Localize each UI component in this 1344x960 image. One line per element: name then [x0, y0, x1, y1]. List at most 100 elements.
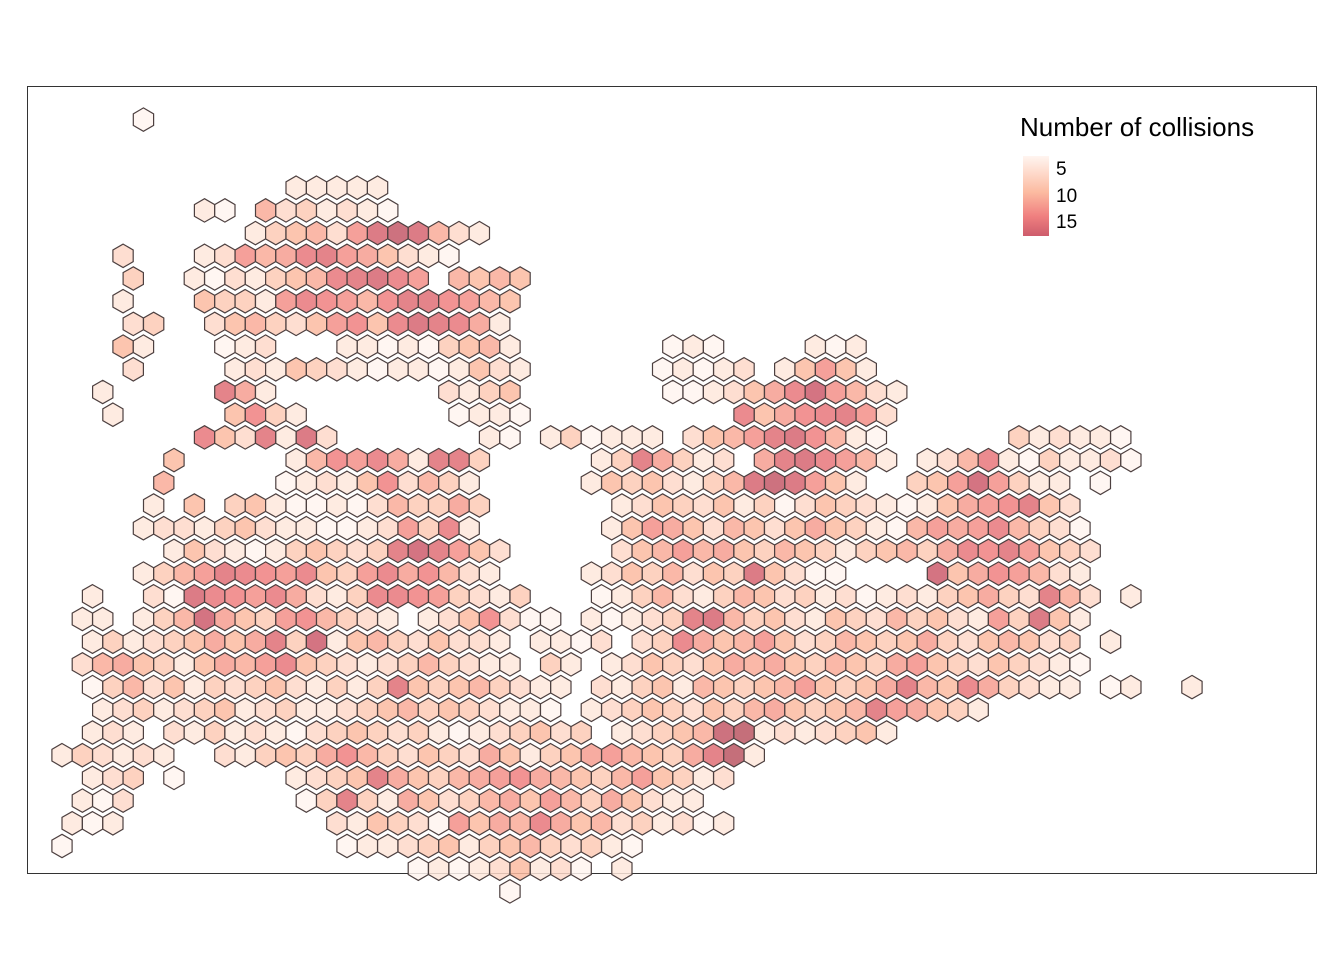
hex-cell [468, 447, 491, 473]
hex-cell [397, 243, 419, 269]
hex-cell [723, 379, 745, 405]
hex-cell [254, 334, 277, 359]
hex-cell [916, 538, 939, 564]
hex-cell [132, 742, 155, 768]
hex-cell [234, 652, 256, 677]
hex-cell [835, 447, 857, 473]
hex-cell [743, 470, 766, 496]
hex-cell [478, 561, 501, 586]
hex-cell [285, 765, 307, 791]
hex-cell [112, 243, 134, 269]
hex-cell [489, 402, 511, 428]
hex-cell [682, 334, 704, 359]
hex-cell [173, 606, 195, 632]
hex-cell [662, 470, 684, 496]
hex-cell [91, 697, 114, 723]
hex-cell [621, 742, 643, 768]
hex-cell [295, 788, 318, 813]
hex-cell [427, 674, 450, 700]
hex-cell [102, 720, 124, 745]
hex-cell [214, 425, 236, 450]
hex-cell [122, 629, 144, 655]
hex-cell [478, 606, 501, 632]
hex-cell [336, 561, 358, 586]
hex-cell [377, 788, 399, 813]
hex-cell [784, 425, 806, 450]
hex-cell [183, 674, 206, 700]
hex-cell [1069, 606, 1091, 632]
hex-cell [346, 720, 368, 745]
hex-cell [641, 470, 664, 496]
hex-cell [458, 561, 480, 586]
hex-cell [214, 379, 236, 405]
hex-cell [81, 629, 104, 655]
hex-cell [926, 470, 949, 496]
hex-cell [1048, 561, 1071, 586]
hex-cell [448, 674, 470, 700]
hex-cell [509, 674, 531, 700]
hex-cell [723, 470, 745, 496]
hex-cell [570, 720, 592, 745]
hex-cell [265, 266, 287, 291]
hex-cell [204, 629, 226, 655]
hex-cell [183, 720, 206, 745]
hex-cell [550, 629, 572, 655]
hex-cell [346, 493, 368, 518]
hex-cell [519, 742, 542, 768]
hex-cell [539, 788, 562, 813]
hex-cell [682, 470, 704, 496]
hex-cell [682, 788, 704, 813]
hex-cell [91, 606, 114, 632]
hex-cell [438, 742, 460, 768]
hex-cell [132, 606, 155, 632]
hex-cell [743, 379, 766, 405]
hex-cell [672, 538, 694, 564]
hex-cell [458, 606, 480, 632]
hex-cell [784, 379, 806, 405]
hex-cell [153, 470, 175, 496]
hex-cell [662, 561, 684, 586]
hex-cell [712, 583, 735, 609]
hex-cell [407, 810, 429, 836]
hex-cell [489, 311, 511, 337]
hex-cell [957, 629, 979, 655]
hex-cell [295, 515, 318, 541]
hex-cell [804, 379, 827, 405]
hex-cell [305, 493, 328, 518]
hex-cell [1099, 447, 1122, 473]
hex-cell [1109, 425, 1132, 450]
hex-cell [539, 742, 562, 768]
hex-cell [672, 629, 694, 655]
hex-cell [305, 356, 328, 382]
hex-cell [377, 515, 399, 541]
hex-cell [71, 742, 94, 768]
hex-cell [509, 856, 531, 882]
hex-cell [417, 606, 440, 632]
hex-cell [743, 606, 766, 632]
hex-cell [427, 493, 450, 518]
hex-cell [600, 697, 623, 723]
hex-cell [427, 220, 450, 246]
hex-cell [753, 583, 776, 609]
hex-cell [305, 720, 328, 745]
hex-cell [1059, 629, 1081, 655]
hex-cell [387, 447, 409, 473]
hex-cell [295, 742, 318, 768]
hex-cell [906, 697, 928, 723]
hex-cell [926, 697, 949, 723]
hex-cell [682, 606, 704, 632]
hex-cell [346, 311, 368, 337]
hex-cell [763, 425, 786, 450]
hex-cell [81, 583, 104, 609]
hex-cell [91, 652, 114, 677]
hex-cell [590, 629, 613, 655]
hex-cell [356, 198, 379, 223]
hex-cell [651, 765, 674, 791]
hex-cell [621, 425, 643, 450]
hex-cell [397, 515, 419, 541]
hex-cell [387, 538, 409, 564]
hex-cell [478, 288, 501, 314]
hex-cell [356, 606, 379, 632]
hex-cell [336, 606, 358, 632]
hex-cell [855, 402, 878, 428]
